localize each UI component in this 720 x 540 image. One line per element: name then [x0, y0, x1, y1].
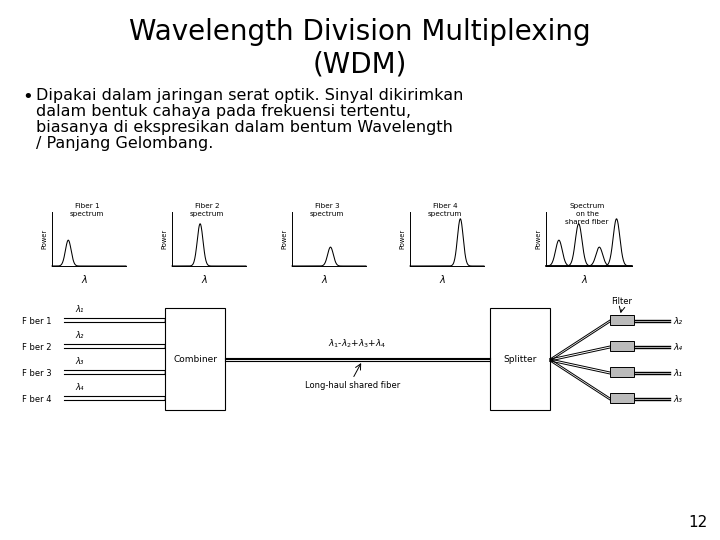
- Bar: [610, 393, 634, 403]
- Text: (WDM): (WDM): [312, 50, 408, 78]
- Text: λ₁: λ₁: [76, 306, 84, 314]
- Text: $\lambda$: $\lambda$: [321, 273, 328, 285]
- Text: F ber 2: F ber 2: [22, 342, 52, 352]
- Bar: [610, 315, 634, 325]
- Text: $\lambda$: $\lambda$: [582, 273, 588, 285]
- Text: spectrum: spectrum: [428, 211, 462, 217]
- Text: Fiber 1: Fiber 1: [75, 203, 99, 209]
- Text: $\lambda$: $\lambda$: [439, 273, 446, 285]
- Bar: [610, 367, 634, 377]
- Text: F ber 3: F ber 3: [22, 368, 52, 377]
- Text: λ₂: λ₂: [76, 332, 84, 341]
- Text: / Panjang Gelombang.: / Panjang Gelombang.: [36, 136, 213, 151]
- Text: Power: Power: [281, 229, 287, 249]
- Text: •: •: [22, 88, 32, 106]
- Text: spectrum: spectrum: [190, 211, 224, 217]
- Text: Splitter: Splitter: [503, 354, 536, 363]
- Text: on the: on the: [575, 211, 598, 217]
- Text: $\lambda$: $\lambda$: [81, 273, 89, 285]
- Text: Spectrum: Spectrum: [570, 203, 605, 209]
- Text: Combiner: Combiner: [173, 354, 217, 363]
- Text: spectrum: spectrum: [70, 211, 104, 217]
- Text: Power: Power: [535, 229, 541, 249]
- Text: λ₄: λ₄: [76, 383, 84, 393]
- Text: λ₄: λ₄: [673, 342, 682, 352]
- Text: Fiber 4: Fiber 4: [433, 203, 457, 209]
- Text: F ber 4: F ber 4: [22, 395, 52, 403]
- Bar: [490, 308, 550, 410]
- Text: Power: Power: [41, 229, 47, 249]
- Text: Power: Power: [161, 229, 167, 249]
- Text: Fiber 3: Fiber 3: [315, 203, 339, 209]
- Text: 12: 12: [689, 515, 708, 530]
- Text: $\lambda$: $\lambda$: [202, 273, 209, 285]
- Text: shared fiber: shared fiber: [565, 219, 608, 225]
- Text: biasanya di ekspresikan dalam bentum Wavelength: biasanya di ekspresikan dalam bentum Wav…: [36, 120, 453, 135]
- Text: $\lambda_1$-$\lambda_2$+$\lambda_3$+$\lambda_4$: $\lambda_1$-$\lambda_2$+$\lambda_3$+$\la…: [328, 338, 387, 350]
- Bar: [610, 341, 634, 351]
- Text: λ₃: λ₃: [76, 357, 84, 367]
- Text: F ber 1: F ber 1: [22, 316, 52, 326]
- Text: spectrum: spectrum: [310, 211, 344, 217]
- Text: Dipakai dalam jaringan serat optik. Sinyal dikirimkan: Dipakai dalam jaringan serat optik. Siny…: [36, 88, 464, 103]
- Text: λ₂: λ₂: [673, 316, 682, 326]
- Text: λ₃: λ₃: [673, 395, 682, 403]
- Text: Wavelength Division Multiplexing: Wavelength Division Multiplexing: [129, 18, 591, 46]
- Text: Power: Power: [399, 229, 405, 249]
- Text: Long-haul shared fiber: Long-haul shared fiber: [305, 381, 400, 390]
- Text: Filter: Filter: [611, 297, 632, 306]
- Text: dalam bentuk cahaya pada frekuensi tertentu,: dalam bentuk cahaya pada frekuensi terte…: [36, 104, 411, 119]
- Text: λ₁: λ₁: [673, 368, 682, 377]
- Bar: [165, 308, 225, 410]
- Text: Fiber 2: Fiber 2: [194, 203, 220, 209]
